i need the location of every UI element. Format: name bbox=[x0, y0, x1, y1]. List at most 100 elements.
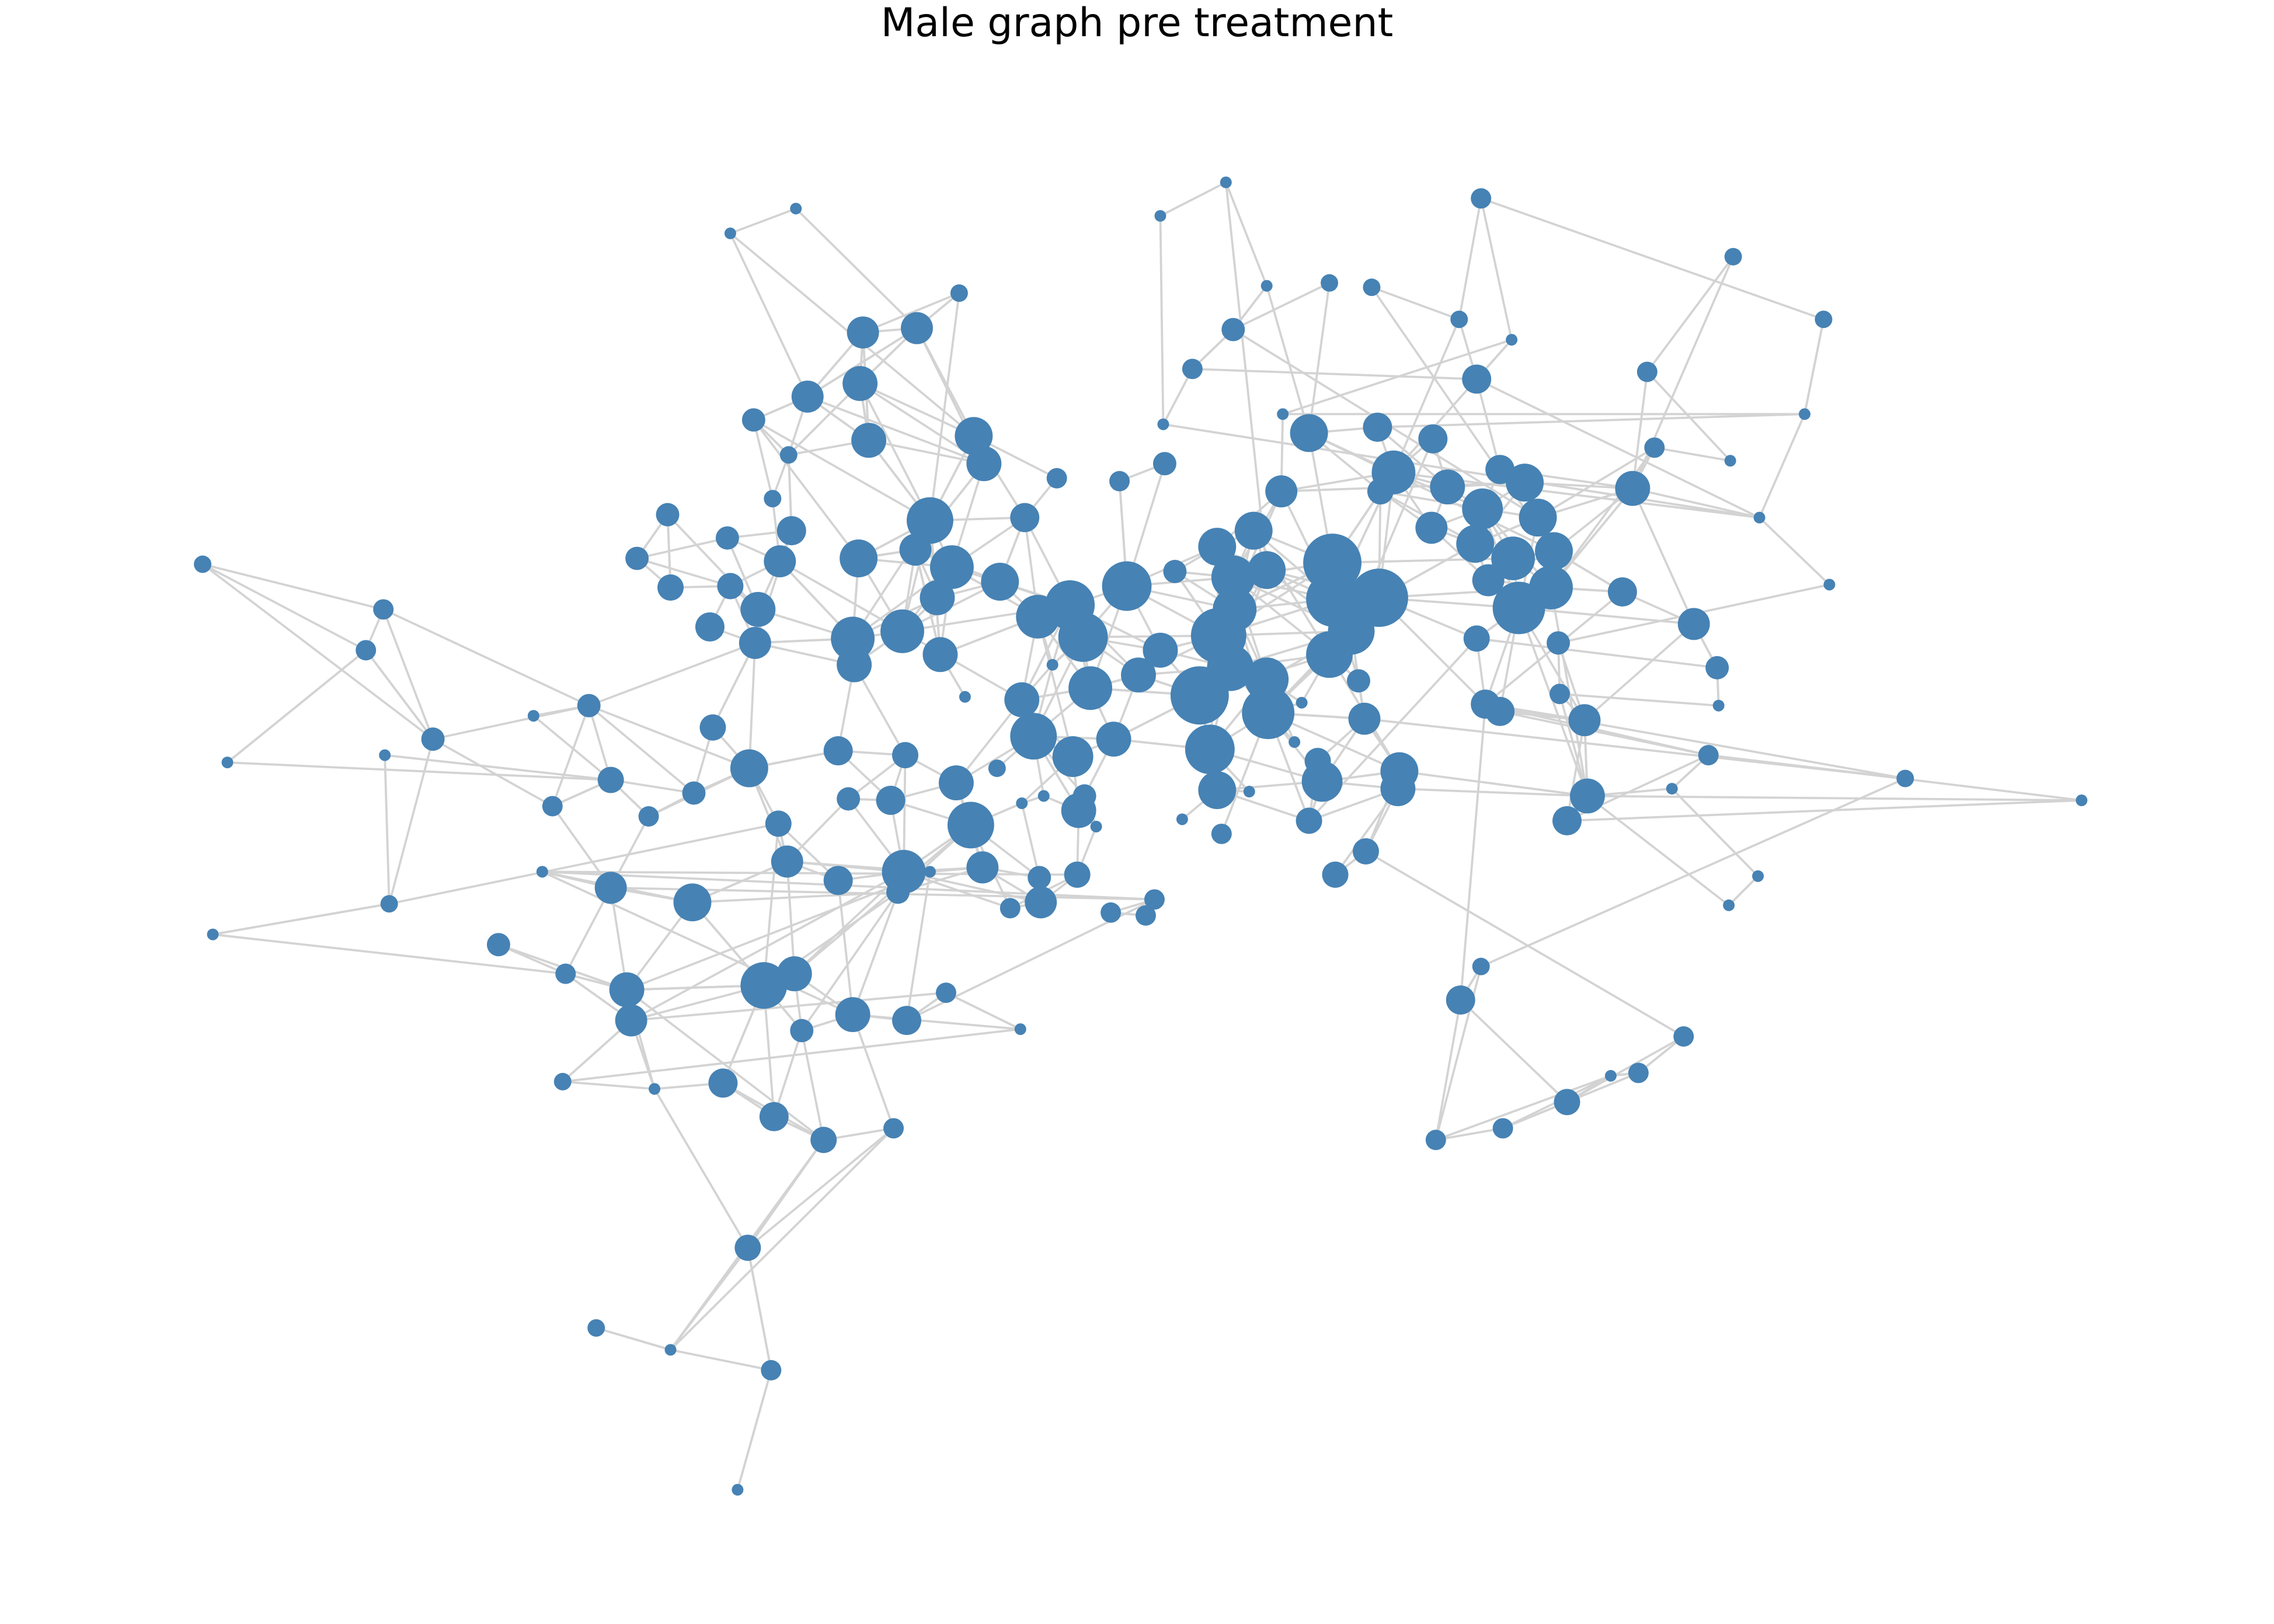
graph-edge bbox=[1654, 446, 1731, 462]
graph-edge bbox=[588, 704, 750, 769]
graph-edge bbox=[793, 824, 972, 975]
graph-node bbox=[1010, 503, 1040, 532]
graph-node bbox=[1363, 278, 1381, 297]
graph-node bbox=[1243, 786, 1255, 798]
graph-edge bbox=[610, 779, 694, 794]
graph-edge bbox=[748, 643, 757, 769]
graph-edge bbox=[753, 419, 860, 559]
graph-edge bbox=[762, 823, 780, 986]
graph-edge bbox=[1631, 371, 1649, 489]
graph-edge bbox=[793, 870, 905, 975]
graph-edge bbox=[747, 1247, 772, 1371]
graph-node bbox=[790, 203, 802, 215]
graph-node bbox=[542, 796, 563, 817]
graph-node bbox=[1450, 311, 1468, 329]
graph-node bbox=[959, 691, 971, 703]
graph-edge bbox=[1583, 623, 1695, 722]
graph-node bbox=[739, 626, 771, 659]
graph-node bbox=[577, 693, 601, 717]
graph-node bbox=[847, 316, 879, 349]
graph-edge bbox=[1224, 182, 1268, 570]
graph-node bbox=[950, 284, 968, 302]
graph-node bbox=[740, 591, 776, 627]
graph-node bbox=[1064, 861, 1091, 888]
graph-edge bbox=[227, 761, 611, 781]
graph-node bbox=[1301, 761, 1343, 802]
graph-edge bbox=[201, 563, 434, 740]
graph-node bbox=[734, 1235, 761, 1261]
graph-node bbox=[740, 962, 788, 1009]
graph-edge bbox=[901, 630, 1023, 701]
graph-edge bbox=[747, 1139, 825, 1249]
graph-edge bbox=[562, 1081, 655, 1090]
graph-node bbox=[380, 895, 398, 913]
graph-node bbox=[823, 866, 853, 895]
graph-node bbox=[553, 1072, 572, 1090]
graph-edge bbox=[1365, 850, 1684, 1038]
graph-edge bbox=[1458, 198, 1482, 320]
graph-node bbox=[938, 765, 974, 801]
graph-edge bbox=[626, 870, 931, 991]
graph-edge bbox=[670, 1247, 749, 1351]
graph-node bbox=[1028, 866, 1051, 890]
graph-edge bbox=[906, 872, 931, 1021]
graph-edge bbox=[626, 989, 824, 1141]
graph-node bbox=[1462, 364, 1492, 394]
graph-node bbox=[1568, 704, 1601, 737]
graph-edge bbox=[1475, 378, 1502, 470]
graph-edge bbox=[773, 1030, 803, 1117]
graph-node bbox=[708, 1068, 738, 1098]
graph-node bbox=[1234, 511, 1273, 550]
graph-edge bbox=[1021, 803, 1041, 878]
graph-node bbox=[1144, 889, 1165, 910]
graph-node bbox=[810, 1127, 837, 1153]
graph-node bbox=[764, 545, 796, 578]
graph-node bbox=[555, 963, 576, 984]
graph-edge bbox=[1671, 787, 1759, 877]
graph-node bbox=[207, 928, 219, 940]
graph-node bbox=[1506, 463, 1544, 502]
graph-node bbox=[966, 851, 999, 884]
graph-node bbox=[1353, 838, 1379, 865]
graph-edge bbox=[1550, 447, 1656, 588]
graph-node bbox=[1823, 578, 1836, 591]
graph-edge bbox=[562, 1028, 1021, 1083]
graph-node bbox=[1519, 499, 1557, 537]
graph-node bbox=[1198, 771, 1237, 810]
graph-node bbox=[715, 526, 739, 550]
graph-edge bbox=[202, 563, 384, 611]
graph-node bbox=[1347, 669, 1370, 693]
graph-edge bbox=[1159, 215, 1165, 424]
graph-node bbox=[1462, 488, 1503, 529]
graph-node bbox=[527, 710, 539, 722]
graph-edge bbox=[384, 754, 611, 781]
graph-edge bbox=[551, 705, 590, 807]
graph-node bbox=[656, 503, 680, 527]
graph-node bbox=[1185, 724, 1235, 775]
graph-node bbox=[1170, 666, 1229, 725]
graph-edge bbox=[1519, 607, 1694, 625]
graph-node bbox=[1644, 437, 1665, 458]
graph-node bbox=[883, 1118, 904, 1139]
graph-node bbox=[664, 1344, 677, 1356]
graph-edge bbox=[1232, 281, 1330, 331]
graph-node bbox=[1472, 957, 1490, 975]
graph-node bbox=[835, 997, 870, 1033]
graph-node bbox=[1724, 248, 1742, 266]
graph-node bbox=[988, 759, 1006, 778]
graph-edge bbox=[800, 891, 899, 1031]
graph-edge bbox=[1459, 704, 1487, 1001]
graph-node bbox=[1724, 455, 1736, 467]
graph-node bbox=[1037, 790, 1050, 802]
graph-edge bbox=[1159, 181, 1227, 217]
graph-edge bbox=[786, 861, 796, 974]
graph-node bbox=[886, 880, 910, 904]
graph-edge bbox=[807, 327, 918, 398]
graph-node bbox=[1328, 608, 1375, 655]
graph-edge bbox=[692, 891, 899, 904]
graph-edge bbox=[631, 991, 946, 1022]
graph-node bbox=[657, 574, 684, 601]
graph-node bbox=[1456, 525, 1495, 563]
graph-node bbox=[1570, 778, 1605, 814]
